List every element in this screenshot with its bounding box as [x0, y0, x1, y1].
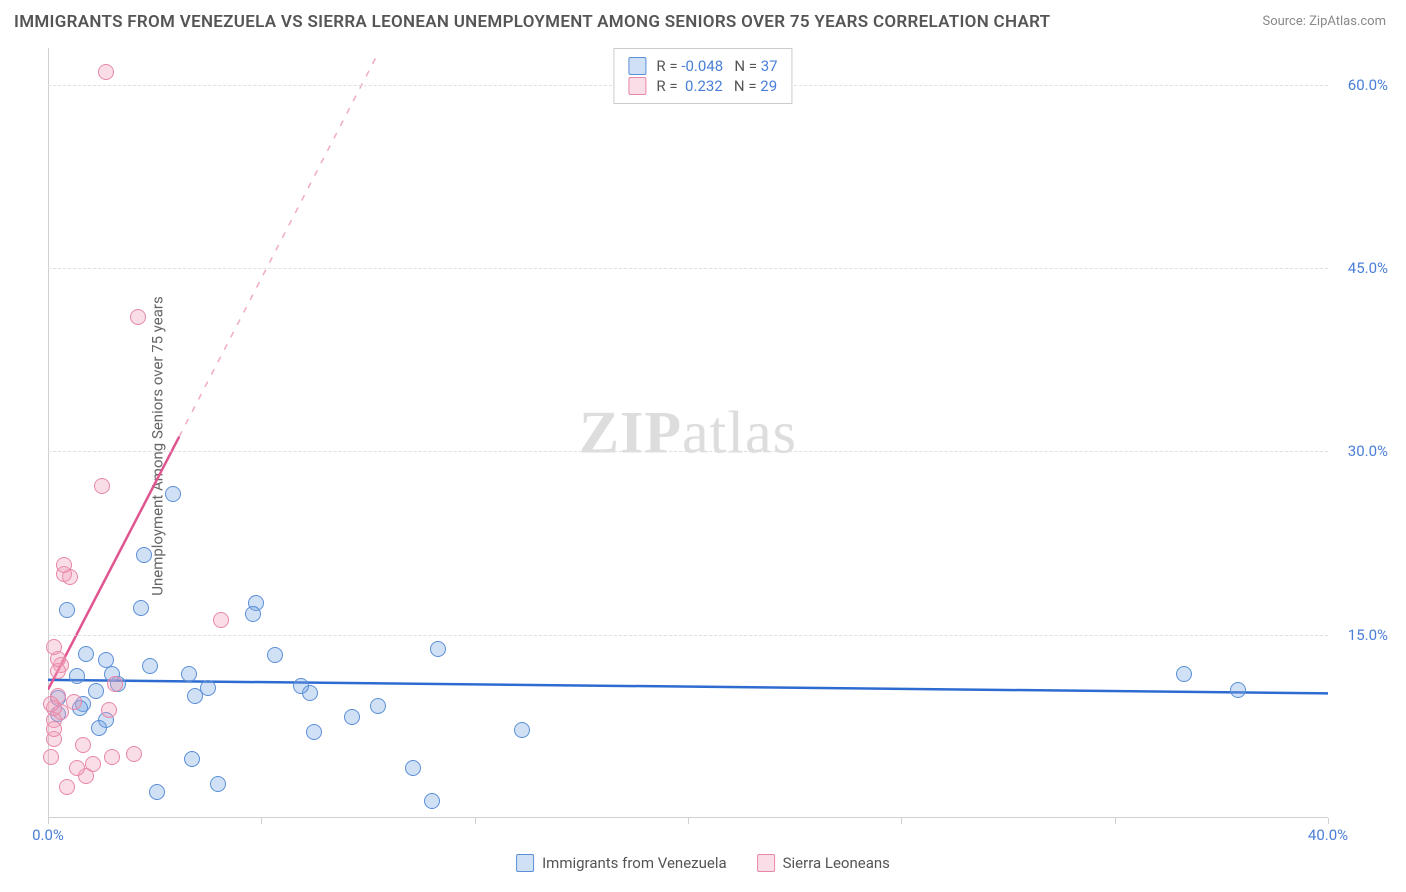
gridline [48, 451, 1328, 452]
scatter-point-venezuela [142, 658, 158, 674]
y-tick-label: 30.0% [1348, 442, 1388, 460]
scatter-point-venezuela [405, 760, 421, 776]
scatter-point-venezuela [91, 720, 107, 736]
swatch-sierra [628, 77, 646, 95]
scatter-point-sierra [46, 639, 62, 655]
scatter-point-venezuela [344, 709, 360, 725]
source-prefix: Source: [1262, 14, 1309, 29]
x-tick-mark [261, 818, 262, 824]
scatter-point-venezuela [59, 602, 75, 618]
scatter-point-venezuela [149, 784, 165, 800]
legend-stats-venezuela: R = -0.048 N = 37 [656, 57, 777, 75]
y-tick-label: 45.0% [1348, 259, 1388, 277]
series-legend: Immigrants from Venezuela Sierra Leonean… [516, 854, 890, 872]
scatter-point-sierra [75, 737, 91, 753]
chart-title: IMMIGRANTS FROM VENEZUELA VS SIERRA LEON… [14, 12, 1050, 32]
scatter-point-venezuela [88, 683, 104, 699]
scatter-point-venezuela [98, 652, 114, 668]
legend-row-venezuela: R = -0.048 N = 37 [628, 57, 777, 75]
scatter-point-venezuela [184, 751, 200, 767]
scatter-point-venezuela [1230, 682, 1246, 698]
scatter-point-venezuela [210, 776, 226, 792]
scatter-point-sierra [94, 478, 110, 494]
scatter-point-venezuela [424, 793, 440, 809]
scatter-point-venezuela [1176, 666, 1192, 682]
scatter-point-venezuela [306, 724, 322, 740]
x-tick-mark [688, 818, 689, 824]
scatter-point-venezuela [165, 486, 181, 502]
x-tick-mark [1115, 818, 1116, 824]
legend-item-sierra: Sierra Leoneans [757, 854, 890, 872]
scatter-point-sierra [130, 309, 146, 325]
x-tick-label: 0.0% [32, 826, 64, 844]
swatch-venezuela-icon [516, 854, 534, 872]
x-tick-label: 40.0% [1308, 826, 1348, 844]
scatter-point-sierra [43, 749, 59, 765]
legend-item-venezuela: Immigrants from Venezuela [516, 854, 727, 872]
scatter-point-sierra [69, 760, 85, 776]
watermark: ZIPatlas [579, 399, 797, 468]
swatch-venezuela [628, 57, 646, 75]
scatter-point-venezuela [181, 666, 197, 682]
x-tick-mark [1328, 818, 1329, 824]
gridline [48, 635, 1328, 636]
correlation-legend: R = -0.048 N = 37 R = 0.232 N = 29 [613, 48, 792, 104]
y-tick-label: 60.0% [1348, 76, 1388, 94]
scatter-point-sierra [59, 779, 75, 795]
legend-label-venezuela: Immigrants from Venezuela [542, 854, 727, 872]
x-tick-mark [901, 818, 902, 824]
scatter-point-venezuela [136, 547, 152, 563]
scatter-point-sierra [43, 696, 59, 712]
scatter-point-sierra [104, 749, 120, 765]
scatter-point-venezuela [78, 646, 94, 662]
scatter-point-venezuela [514, 722, 530, 738]
scatter-point-venezuela [133, 600, 149, 616]
scatter-point-venezuela [293, 678, 309, 694]
scatter-point-venezuela [370, 698, 386, 714]
scatter-point-venezuela [187, 688, 203, 704]
scatter-point-sierra [213, 612, 229, 628]
scatter-point-sierra [101, 702, 117, 718]
swatch-sierra-icon [757, 854, 775, 872]
scatter-point-venezuela [245, 606, 261, 622]
scatter-point-sierra [98, 64, 114, 80]
scatter-point-venezuela [69, 668, 85, 684]
x-tick-mark [48, 818, 49, 824]
trend-lines [48, 48, 1328, 818]
gridline [48, 268, 1328, 269]
plot-area: ZIPatlas 15.0%30.0%45.0%60.0%0.0%40.0% [48, 48, 1328, 818]
source-link[interactable]: ZipAtlas.com [1309, 14, 1386, 29]
legend-row-sierra: R = 0.232 N = 29 [628, 77, 777, 95]
scatter-point-venezuela [430, 641, 446, 657]
x-tick-mark [475, 818, 476, 824]
scatter-point-sierra [46, 721, 62, 737]
legend-label-sierra: Sierra Leoneans [783, 854, 890, 872]
legend-stats-sierra: R = 0.232 N = 29 [656, 77, 777, 95]
scatter-point-sierra [56, 557, 72, 573]
scatter-point-venezuela [267, 647, 283, 663]
chart-area: ZIPatlas 15.0%30.0%45.0%60.0%0.0%40.0% [48, 48, 1328, 818]
y-tick-label: 15.0% [1348, 626, 1388, 644]
scatter-point-sierra [107, 676, 123, 692]
scatter-point-sierra [126, 746, 142, 762]
source-attribution: Source: ZipAtlas.com [1262, 14, 1386, 29]
